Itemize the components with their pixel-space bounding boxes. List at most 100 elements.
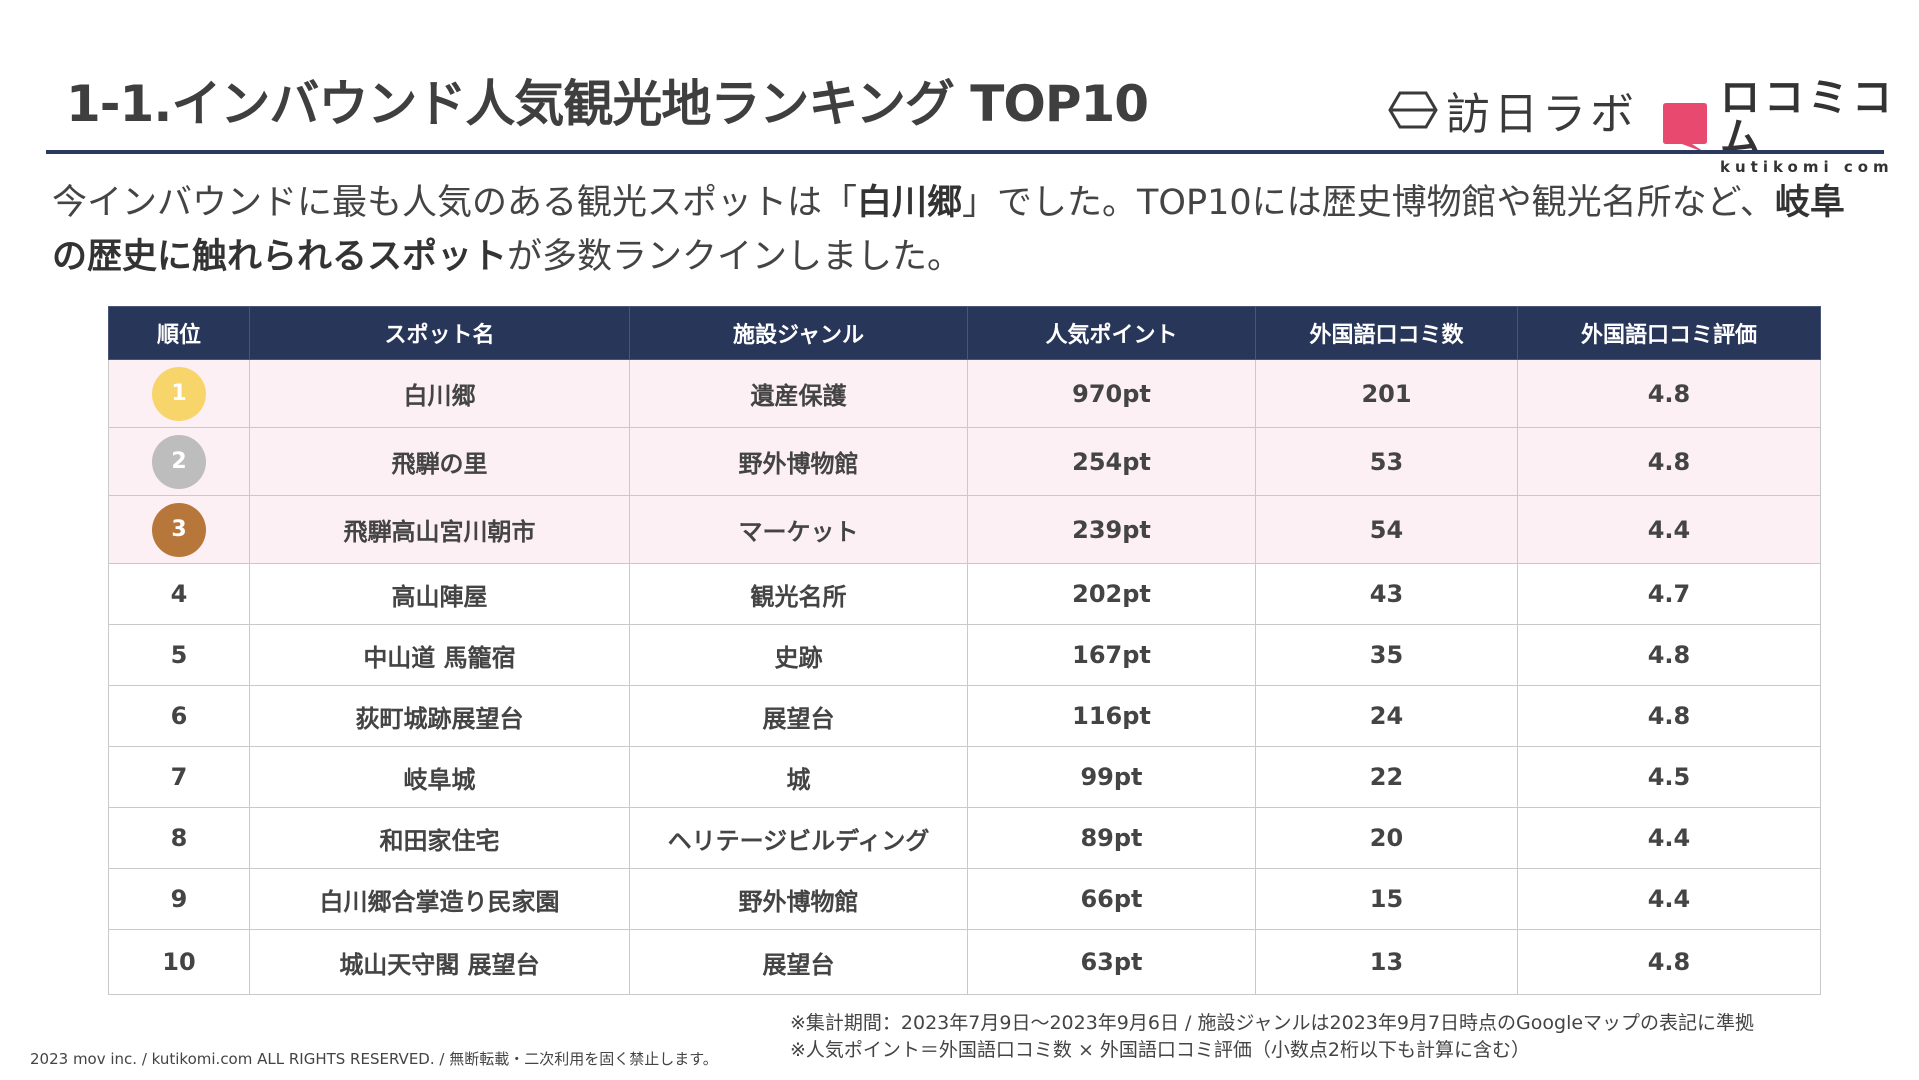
points-cell: 254pt <box>967 427 1256 496</box>
rank-cell: 1 <box>108 359 250 428</box>
header-points: 人気ポイント <box>967 306 1256 360</box>
header-review-rating: 外国語口コミ評価 <box>1517 306 1821 360</box>
rank-cell: 9 <box>108 868 250 930</box>
rank-cell: 3 <box>108 495 250 564</box>
spot-name-cell: 白川郷 <box>249 359 630 428</box>
points-cell: 66pt <box>967 868 1256 930</box>
review-count-cell: 15 <box>1255 868 1518 930</box>
table-row: 1 白川郷 遺産保護 970pt 201 4.8 <box>108 359 1821 428</box>
table-row: 4 高山陣屋 観光名所 202pt 43 4.7 <box>108 563 1821 625</box>
gold-medal-icon: 1 <box>152 366 206 421</box>
lead-bold-2: 岐阜の歴史に触れられるスポット <box>52 183 1845 277</box>
review-count-cell: 13 <box>1255 929 1518 995</box>
genre-cell: 展望台 <box>629 685 968 747</box>
table-row: 9 白川郷合掌造り民家園 野外博物館 66pt 15 4.4 <box>108 868 1821 930</box>
lead-text-1: 今インバウンドに最も人気のある観光スポットは「 <box>52 183 858 223</box>
points-cell: 202pt <box>967 563 1256 625</box>
table-header-row: 順位 スポット名 施設ジャンル 人気ポイント 外国語口コミ数 外国語口コミ評価 <box>108 306 1821 360</box>
rating-cell: 4.4 <box>1517 495 1821 564</box>
rating-cell: 4.7 <box>1517 563 1821 625</box>
genre-cell: 野外博物館 <box>629 427 968 496</box>
brand1-text: 訪日ラボ <box>1446 89 1638 140</box>
header-genre: 施設ジャンル <box>629 306 968 360</box>
genre-cell: 遺産保護 <box>629 359 968 428</box>
review-count-cell: 43 <box>1255 563 1518 625</box>
footnote-period: ※集計期間：2023年7月9日～2023年9月6日 / 施設ジャンルは2023年… <box>790 1012 1755 1034</box>
genre-cell: マーケット <box>629 495 968 564</box>
houjin-labo-logo: 訪日ラボ <box>1388 78 1638 142</box>
genre-cell: 展望台 <box>629 929 968 995</box>
points-cell: 167pt <box>967 624 1256 686</box>
rating-cell: 4.8 <box>1517 685 1821 747</box>
rank-cell: 8 <box>108 807 250 869</box>
ranking-table: 順位 スポット名 施設ジャンル 人気ポイント 外国語口コミ数 外国語口コミ評価 … <box>108 306 1821 995</box>
points-cell: 239pt <box>967 495 1256 564</box>
rating-cell: 4.8 <box>1517 427 1821 496</box>
footnote-formula: ※人気ポイント＝外国語口コミ数 × 外国語口コミ評価（小数点2桁以下も計算に含む… <box>790 1039 1531 1061</box>
kutikomi-mark-icon <box>1662 101 1708 153</box>
spot-name-cell: 和田家住宅 <box>249 807 630 869</box>
table-row: 5 中山道 馬籠宿 史跡 167pt 35 4.8 <box>108 624 1821 686</box>
table-row: 7 岐阜城 城 99pt 22 4.5 <box>108 746 1821 808</box>
genre-cell: 観光名所 <box>629 563 968 625</box>
rating-cell: 4.8 <box>1517 359 1821 428</box>
review-count-cell: 201 <box>1255 359 1518 428</box>
header-spot-name: スポット名 <box>249 306 630 360</box>
rating-cell: 4.4 <box>1517 807 1821 869</box>
spot-name-cell: 岐阜城 <box>249 746 630 808</box>
points-cell: 89pt <box>967 807 1256 869</box>
points-cell: 970pt <box>967 359 1256 428</box>
brand2-sub-text: kutikomi com <box>1720 158 1894 176</box>
rank-cell: 2 <box>108 427 250 496</box>
rank-cell: 10 <box>108 929 250 995</box>
table-row: 2 飛騨の里 野外博物館 254pt 53 4.8 <box>108 427 1821 496</box>
silver-medal-icon: 2 <box>152 434 206 489</box>
copyright-text: 2023 mov inc. / kutikomi.com ALL RIGHTS … <box>30 1050 718 1068</box>
spot-name-cell: 中山道 馬籠宿 <box>249 624 630 686</box>
rating-cell: 4.8 <box>1517 929 1821 995</box>
rating-cell: 4.8 <box>1517 624 1821 686</box>
genre-cell: ヘリテージビルディング <box>629 807 968 869</box>
genre-cell: 史跡 <box>629 624 968 686</box>
review-count-cell: 22 <box>1255 746 1518 808</box>
spot-name-cell: 飛騨高山宮川朝市 <box>249 495 630 564</box>
spot-name-cell: 荻町城跡展望台 <box>249 685 630 747</box>
spot-name-cell: 飛騨の里 <box>249 427 630 496</box>
rating-cell: 4.4 <box>1517 868 1821 930</box>
lead-bold-1: 白川郷 <box>857 183 963 223</box>
rank-cell: 5 <box>108 624 250 686</box>
points-cell: 99pt <box>967 746 1256 808</box>
table-row: 6 荻町城跡展望台 展望台 116pt 24 4.8 <box>108 685 1821 747</box>
bronze-medal-icon: 3 <box>152 502 206 557</box>
lead-paragraph: 今インバウンドに最も人気のある観光スポットは「白川郷」でした。TOP10には歴史… <box>52 176 1872 284</box>
page-title: 1-1.インバウンド人気観光地ランキング TOP10 <box>66 75 1149 133</box>
review-count-cell: 35 <box>1255 624 1518 686</box>
review-count-cell: 54 <box>1255 495 1518 564</box>
header-rank: 順位 <box>108 306 250 360</box>
table-row: 10 城山天守閣 展望台 展望台 63pt 13 4.8 <box>108 929 1821 995</box>
rank-cell: 6 <box>108 685 250 747</box>
kutikomi-logo: ロコミコム kutikomi com <box>1662 78 1919 176</box>
lead-text-2: 」でした。TOP10には歴史博物館や観光名所など、 <box>962 183 1775 223</box>
title-divider <box>46 150 1884 154</box>
header-review-count: 外国語口コミ数 <box>1255 306 1518 360</box>
rank-cell: 7 <box>108 746 250 808</box>
genre-cell: 城 <box>629 746 968 808</box>
points-cell: 116pt <box>967 685 1256 747</box>
genre-cell: 野外博物館 <box>629 868 968 930</box>
lead-text-3: が多数ランクインしました。 <box>507 237 963 277</box>
table-row: 8 和田家住宅 ヘリテージビルディング 89pt 20 4.4 <box>108 807 1821 869</box>
footnotes: ※集計期間：2023年7月9日～2023年9月6日 / 施設ジャンルは2023年… <box>790 1010 1754 1064</box>
review-count-cell: 20 <box>1255 807 1518 869</box>
table-row: 3 飛騨高山宮川朝市 マーケット 239pt 54 4.4 <box>108 495 1821 564</box>
points-cell: 63pt <box>967 929 1256 995</box>
houjin-labo-mark-icon <box>1388 91 1438 129</box>
review-count-cell: 24 <box>1255 685 1518 747</box>
spot-name-cell: 城山天守閣 展望台 <box>249 929 630 995</box>
brand2-main-text: ロコミコム <box>1720 75 1896 161</box>
spot-name-cell: 白川郷合掌造り民家園 <box>249 868 630 930</box>
review-count-cell: 53 <box>1255 427 1518 496</box>
rank-cell: 4 <box>108 563 250 625</box>
spot-name-cell: 高山陣屋 <box>249 563 630 625</box>
rating-cell: 4.5 <box>1517 746 1821 808</box>
